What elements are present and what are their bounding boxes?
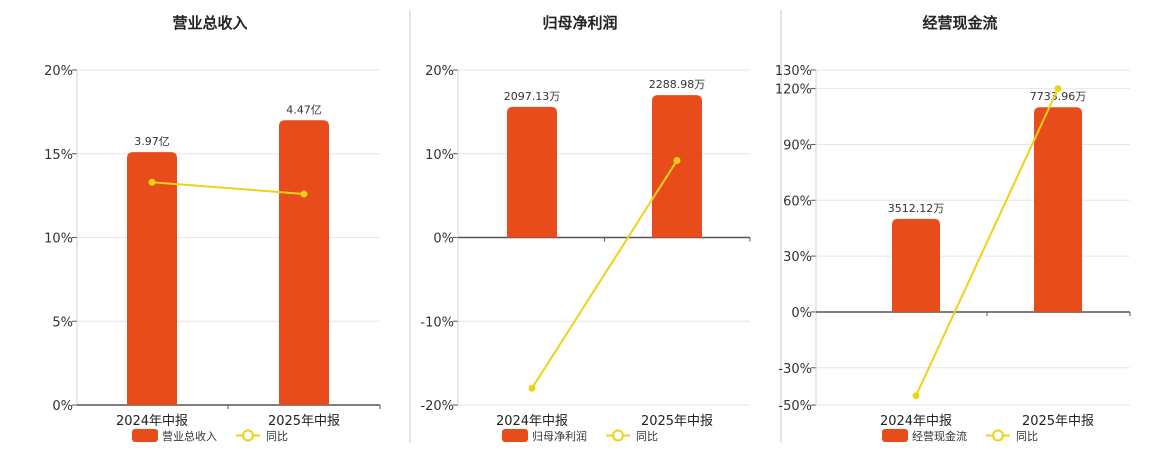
bar-data-label: 4.47亿 xyxy=(286,103,322,116)
chart-title: 营业总收入 xyxy=(172,14,247,32)
bar-data-label: 3.97亿 xyxy=(134,135,170,148)
y-tick-label: 15% xyxy=(44,148,73,163)
x-category-label: 2025年中报 xyxy=(268,414,340,429)
chart-panel-1: 营业总收入 0% 5% 10% 15% 20% 3.97亿 4.47亿 2024年中报 2025年… xyxy=(44,14,381,443)
bar xyxy=(892,218,940,312)
legend-line-marker xyxy=(992,429,1004,442)
chart-title: 归母净利润 xyxy=(542,14,617,32)
legend-line-marker xyxy=(242,429,254,442)
y-tick-label: 20% xyxy=(425,64,454,79)
bar xyxy=(507,106,557,238)
x-category-label: 2025年中报 xyxy=(641,414,713,429)
y-tick-label: 0% xyxy=(433,232,454,247)
legend: 经营现金流 同比 xyxy=(882,429,1038,443)
x-category-label: 2024年中报 xyxy=(496,414,568,429)
bar-data-label: 3512.12万 xyxy=(888,202,945,215)
legend-line-marker xyxy=(612,429,624,442)
bar-data-label: 7733.96万 xyxy=(1030,90,1087,103)
bar xyxy=(279,120,329,405)
bar-data-label: 2097.13万 xyxy=(504,90,561,103)
yoy-point xyxy=(1054,85,1062,93)
legend-line-label: 同比 xyxy=(1016,430,1038,443)
legend-bar-swatch xyxy=(882,429,908,442)
legend-line-label: 同比 xyxy=(636,430,658,443)
y-tick-label: -10% xyxy=(420,315,454,330)
legend-bar-label: 营业总收入 xyxy=(162,429,217,443)
yoy-point xyxy=(148,178,156,186)
yoy-point xyxy=(673,156,681,164)
legend: 营业总收入 同比 xyxy=(132,429,288,443)
y-tick-label: 120% xyxy=(775,83,812,98)
y-tick-label: 30% xyxy=(783,250,812,265)
chart-panel-2: 归母净利润 -20% -10% 0% 10% 20% 2097.13万 2288.98万 202… xyxy=(420,14,751,443)
y-tick-label: 10% xyxy=(425,148,454,163)
y-tick-label: 20% xyxy=(44,64,73,79)
legend-bar-swatch xyxy=(502,429,528,442)
y-tick-label: 130% xyxy=(775,64,812,79)
y-tick-label: -30% xyxy=(778,362,812,377)
legend-bar-swatch xyxy=(132,429,158,442)
y-tick-label: 60% xyxy=(783,194,812,209)
x-category-label: 2024年中报 xyxy=(880,414,952,429)
y-tick-label: 5% xyxy=(52,315,73,330)
y-tick-label: 0% xyxy=(791,306,812,321)
bar xyxy=(1034,107,1082,312)
legend-bar-label: 归母净利润 xyxy=(532,429,587,443)
y-tick-label: 10% xyxy=(44,232,73,247)
chart-panel-3: 经营现金流 -50% -30% 0% 30% 60% 90% 120% 130% 3512.12万… xyxy=(775,14,1131,443)
yoy-point xyxy=(300,190,308,198)
yoy-line xyxy=(151,181,305,195)
legend: 归母净利润 同比 xyxy=(502,429,658,443)
legend-bar-label: 经营现金流 xyxy=(912,429,967,443)
bar xyxy=(652,95,702,238)
y-tick-label: 0% xyxy=(52,399,73,414)
bar-data-label: 2288.98万 xyxy=(649,78,706,91)
bar xyxy=(127,152,177,405)
x-category-label: 2025年中报 xyxy=(1022,414,1094,429)
legend-line-label: 同比 xyxy=(266,430,288,443)
yoy-point xyxy=(528,384,536,392)
yoy-line xyxy=(915,88,1059,397)
yoy-line xyxy=(531,159,678,389)
yoy-point xyxy=(912,392,920,400)
y-tick-label: -50% xyxy=(778,399,812,414)
x-category-label: 2024年中报 xyxy=(116,414,188,429)
chart-title: 经营现金流 xyxy=(922,14,997,32)
y-tick-label: -20% xyxy=(420,399,454,414)
y-tick-label: 90% xyxy=(783,138,812,153)
